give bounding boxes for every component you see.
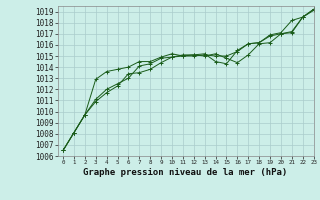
X-axis label: Graphe pression niveau de la mer (hPa): Graphe pression niveau de la mer (hPa) <box>84 168 288 177</box>
